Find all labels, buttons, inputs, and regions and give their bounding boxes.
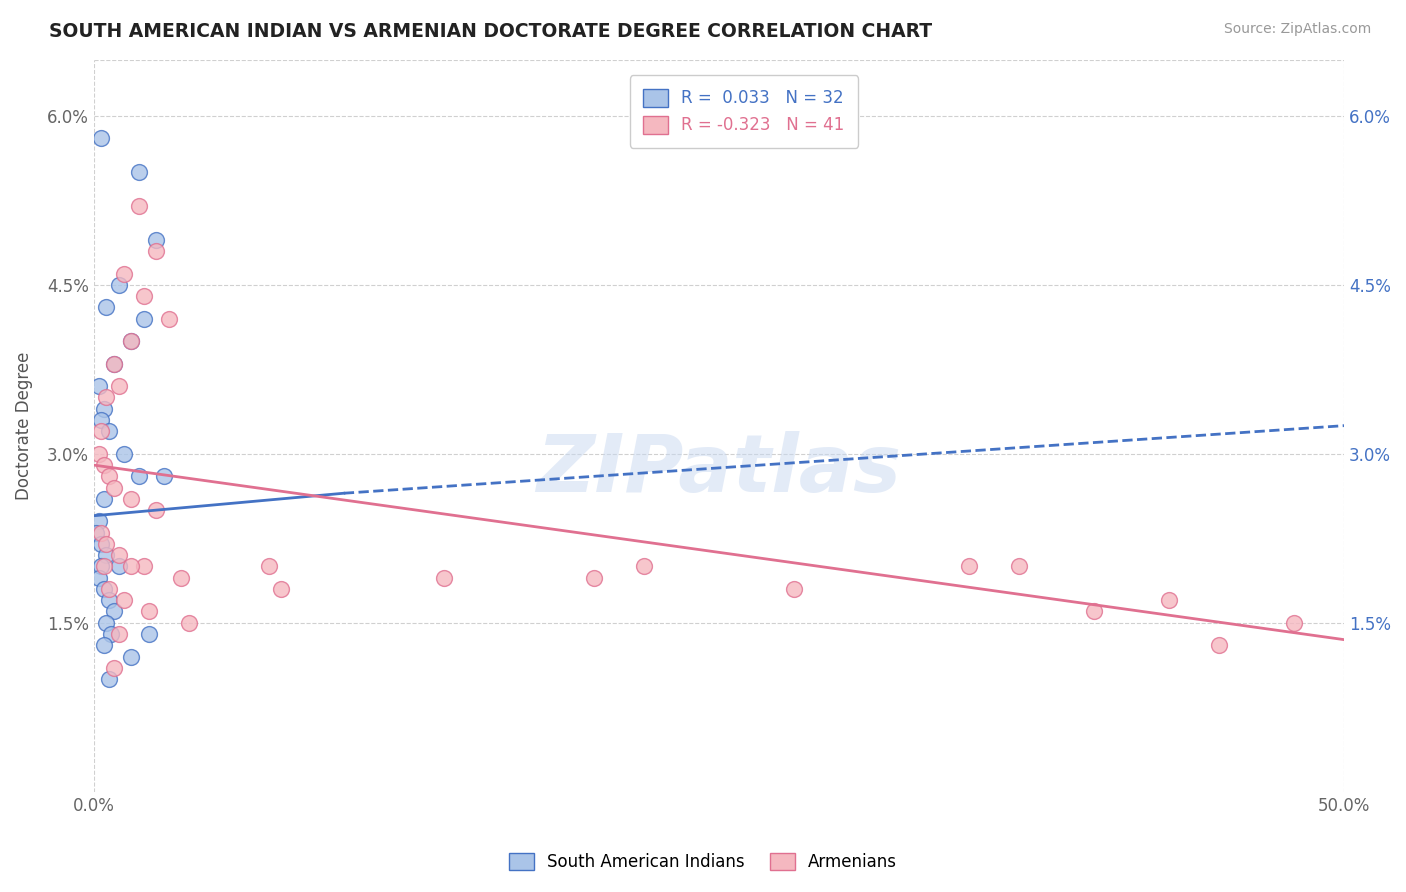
Point [87,515,110,529]
Point [120,334,142,348]
Point [138,627,160,641]
Point [90,424,112,438]
Point [97,469,120,483]
Point [1008,559,1031,574]
Point [97,424,120,438]
Text: SOUTH AMERICAN INDIAN VS ARMENIAN DOCTORATE DEGREE CORRELATION CHART: SOUTH AMERICAN INDIAN VS ARMENIAN DOCTOR… [49,22,932,41]
Point [152,469,174,483]
Point [100,627,122,641]
Point [90,525,112,540]
Point [97,582,120,596]
Point [120,559,142,574]
Point [87,447,110,461]
Point [93,582,115,596]
Point [96,391,118,405]
Point [128,165,150,179]
Point [145,233,167,247]
Point [107,379,129,393]
Point [145,244,167,258]
Point [128,469,150,483]
Point [97,672,120,686]
Point [257,559,280,574]
Point [177,615,200,630]
Point [93,401,115,416]
Point [433,571,456,585]
Point [103,661,125,675]
Point [107,277,129,292]
Point [96,537,118,551]
Point [112,267,135,281]
Point [112,447,135,461]
Point [1083,605,1105,619]
Point [96,548,118,562]
Point [170,571,193,585]
Point [1157,593,1180,607]
Point [132,559,155,574]
Point [90,413,112,427]
Point [132,289,155,303]
Point [93,458,115,472]
Point [93,491,115,506]
Point [90,131,112,145]
Point [87,379,110,393]
Point [120,491,142,506]
Point [107,627,129,641]
Point [783,582,806,596]
Point [90,559,112,574]
Point [128,199,150,213]
Legend: South American Indians, Armenians: South American Indians, Armenians [501,845,905,880]
Legend: R =  0.033   N = 32, R = -0.323   N = 41: R = 0.033 N = 32, R = -0.323 N = 41 [630,75,858,147]
Point [97,593,120,607]
Point [132,311,155,326]
Point [103,357,125,371]
Point [145,503,167,517]
Point [87,571,110,585]
Point [112,593,135,607]
Point [138,605,160,619]
Point [1282,615,1305,630]
Point [270,582,292,596]
Point [107,559,129,574]
Text: Source: ZipAtlas.com: Source: ZipAtlas.com [1223,22,1371,37]
Point [103,357,125,371]
Point [633,559,655,574]
Point [957,559,980,574]
Point [96,615,118,630]
Point [107,548,129,562]
Point [103,605,125,619]
Point [84,525,107,540]
Point [93,559,115,574]
Point [103,481,125,495]
Point [93,638,115,652]
Point [90,537,112,551]
Point [120,334,142,348]
Point [120,649,142,664]
Point [96,301,118,315]
Point [157,311,180,326]
Point [1208,638,1230,652]
Point [582,571,605,585]
Y-axis label: Doctorate Degree: Doctorate Degree [15,351,32,500]
Text: ZIPatlas: ZIPatlas [537,431,901,508]
